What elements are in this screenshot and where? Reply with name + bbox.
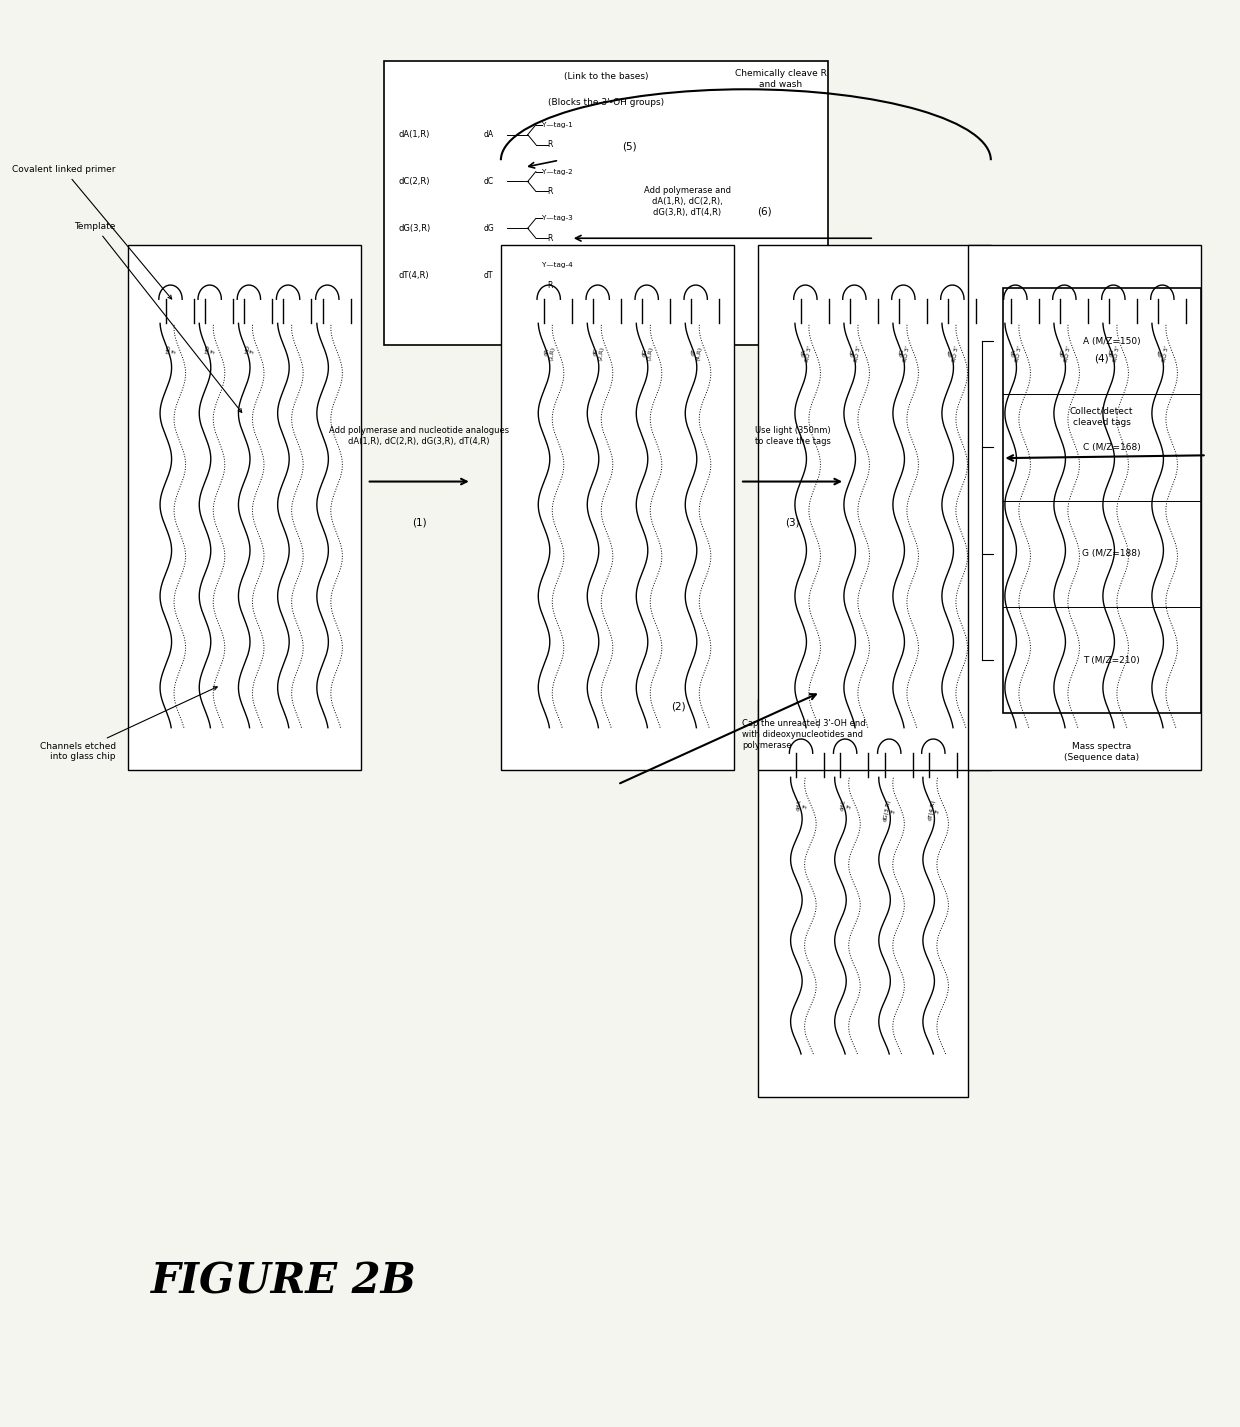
- Text: dA(1,R): dA(1,R): [398, 130, 429, 140]
- Text: Cap the unreacted 3'-OH end
with dideoxynucleotides and
polymerase: Cap the unreacted 3'-OH end with dideoxy…: [743, 719, 866, 751]
- Bar: [1002, 288, 1200, 714]
- Bar: [501, 245, 734, 771]
- Text: G (M/Z=188): G (M/Z=188): [1083, 549, 1141, 558]
- Text: dC: dC: [484, 177, 494, 186]
- Text: (5): (5): [622, 141, 636, 151]
- Text: Covalent linked primer: Covalent linked primer: [12, 166, 171, 300]
- Text: HO
3': HO 3': [205, 345, 217, 355]
- Bar: [128, 245, 361, 771]
- Text: R: R: [548, 187, 553, 195]
- Text: HO
3': HO 3': [166, 345, 177, 355]
- Text: dT(4,R)
3': dT(4,R) 3': [928, 799, 941, 822]
- Bar: [758, 699, 967, 1096]
- Text: T (M/Z=210): T (M/Z=210): [1084, 656, 1140, 665]
- Text: ddC
3': ddC 3': [839, 799, 853, 812]
- Text: dG(3,R)
3': dG(3,R) 3': [883, 799, 898, 823]
- Text: dT
(4,R): dT (4,R): [691, 345, 703, 361]
- Text: (6): (6): [758, 207, 773, 217]
- Text: (1): (1): [412, 517, 427, 527]
- Text: dT(4,R): dT(4,R): [398, 271, 429, 280]
- Text: R: R: [548, 281, 553, 290]
- Text: Chemically cleave R
and wash: Chemically cleave R and wash: [735, 68, 827, 90]
- Text: Collect/detect
cleaved tags: Collect/detect cleaved tags: [1070, 407, 1133, 427]
- Text: dC
RO 3': dC RO 3': [1059, 345, 1073, 362]
- Bar: [967, 245, 1200, 771]
- Text: dG
(3,R): dG (3,R): [641, 345, 655, 361]
- Text: (2): (2): [671, 702, 686, 712]
- Text: Channels etched
into glass chip: Channels etched into glass chip: [40, 686, 217, 761]
- Text: A (M/Z=150): A (M/Z=150): [1083, 337, 1141, 345]
- Text: dT
RO 3': dT RO 3': [1157, 345, 1171, 362]
- Text: dT
RO 3': dT RO 3': [947, 345, 960, 362]
- Text: dA: dA: [484, 130, 494, 140]
- Text: Y—tag-1: Y—tag-1: [542, 121, 573, 128]
- Text: dG
RO 3': dG RO 3': [1107, 345, 1121, 362]
- Text: dC
(2,R): dC (2,R): [593, 345, 605, 361]
- Text: dA
(1,R): dA (1,R): [543, 345, 557, 361]
- Text: Y—tag-4: Y—tag-4: [542, 263, 573, 268]
- Text: HO
3': HO 3': [244, 345, 257, 355]
- Text: R: R: [548, 234, 553, 243]
- Bar: [384, 61, 827, 345]
- Text: dG
RO 3': dG RO 3': [898, 345, 911, 362]
- Text: Mass spectra
(Sequence data): Mass spectra (Sequence data): [1064, 742, 1140, 762]
- Text: (3): (3): [785, 517, 800, 527]
- Text: R: R: [548, 140, 553, 148]
- Text: Template: Template: [74, 223, 242, 412]
- Text: FIGURE 2B: FIGURE 2B: [151, 1260, 417, 1303]
- Text: Use light (350nm)
to cleave the tags: Use light (350nm) to cleave the tags: [755, 427, 831, 447]
- Text: dG(3,R): dG(3,R): [398, 224, 430, 233]
- Text: Y—tag-3: Y—tag-3: [542, 215, 573, 221]
- Text: (Blocks the 3'-OH groups): (Blocks the 3'-OH groups): [548, 98, 663, 107]
- Text: Add polymerase and
dA(1,R), dC(2,R),
dG(3,R), dT(4,R): Add polymerase and dA(1,R), dC(2,R), dG(…: [644, 186, 732, 217]
- Text: dA
RO 3': dA RO 3': [1009, 345, 1023, 362]
- Text: Y—tag-2: Y—tag-2: [542, 168, 573, 174]
- Text: dT: dT: [484, 271, 492, 280]
- Text: (Link to the bases): (Link to the bases): [564, 73, 649, 81]
- Text: dG: dG: [484, 224, 494, 233]
- Text: (4): (4): [1095, 352, 1109, 362]
- Text: C (M/Z=168): C (M/Z=168): [1083, 442, 1141, 452]
- Text: Add polymerase and nucleotide analogues
dA(1,R), dC(2,R), dG(3,R), dT(4,R): Add polymerase and nucleotide analogues …: [329, 427, 510, 447]
- Text: dC
RO 3': dC RO 3': [849, 345, 862, 362]
- Text: dA
RO 3': dA RO 3': [800, 345, 813, 362]
- Bar: [758, 245, 991, 771]
- Text: dC(2,R): dC(2,R): [398, 177, 430, 186]
- Text: ddA
3': ddA 3': [796, 799, 808, 812]
